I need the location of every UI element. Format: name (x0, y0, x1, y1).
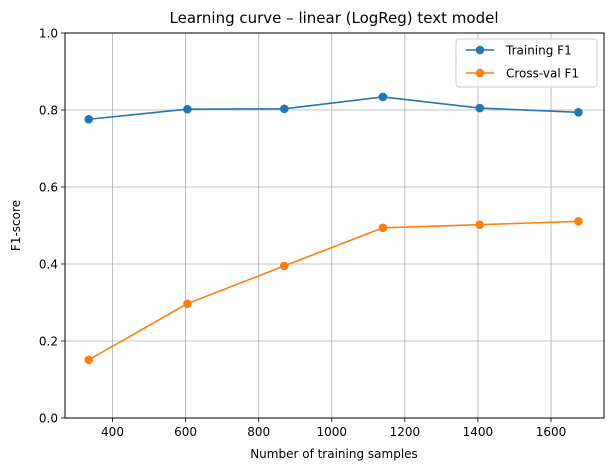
x-axis-label: Number of training samples (250, 447, 418, 461)
y-axis-label: F1-score (9, 200, 23, 251)
legend-label: Cross-val F1 (506, 67, 579, 81)
series-1 (84, 216, 583, 365)
series-0 (84, 92, 583, 124)
x-tick-label: 1400 (463, 425, 494, 439)
data-point (378, 223, 388, 233)
chart-title: Learning curve – linear (LogReg) text mo… (170, 9, 499, 27)
data-point (475, 220, 485, 230)
legend: Training F1 Cross-val F1 (455, 38, 598, 88)
legend-box (455, 38, 598, 88)
data-point (84, 114, 94, 124)
y-tick-label: 0.8 (39, 104, 58, 118)
data-point (279, 261, 289, 271)
series-line (88, 220, 579, 361)
grid (65, 32, 604, 419)
legend-swatch-marker (475, 68, 485, 78)
data-point (574, 108, 583, 117)
data-point (279, 104, 289, 114)
y-tick-label: 1.0 (39, 27, 58, 41)
x-axis: 400 600 800 1000 1200 1400 1600 (101, 418, 566, 439)
series-layer (84, 92, 583, 365)
y-axis: 0.0 0.2 0.4 0.6 0.8 1.0 (39, 27, 65, 426)
legend-label: Training F1 (505, 44, 572, 58)
x-tick-label: 1000 (316, 425, 347, 439)
x-tick-label: 1600 (536, 425, 567, 439)
data-point (84, 355, 94, 365)
series-line (88, 96, 579, 121)
x-tick-label: 600 (174, 425, 197, 439)
data-point (574, 216, 583, 226)
y-tick-label: 0.0 (39, 412, 58, 426)
plot-frame (64, 32, 605, 419)
y-tick-label: 0.6 (39, 181, 58, 195)
x-tick-label: 800 (247, 425, 270, 439)
legend-swatch-marker (475, 45, 485, 55)
data-point (475, 103, 485, 113)
y-tick-label: 0.2 (39, 335, 58, 349)
data-point (183, 299, 192, 308)
y-tick-label: 0.4 (39, 258, 58, 272)
data-point (378, 92, 388, 102)
x-tick-label: 1200 (390, 425, 421, 439)
data-point (183, 104, 192, 114)
x-tick-label: 400 (101, 425, 124, 439)
